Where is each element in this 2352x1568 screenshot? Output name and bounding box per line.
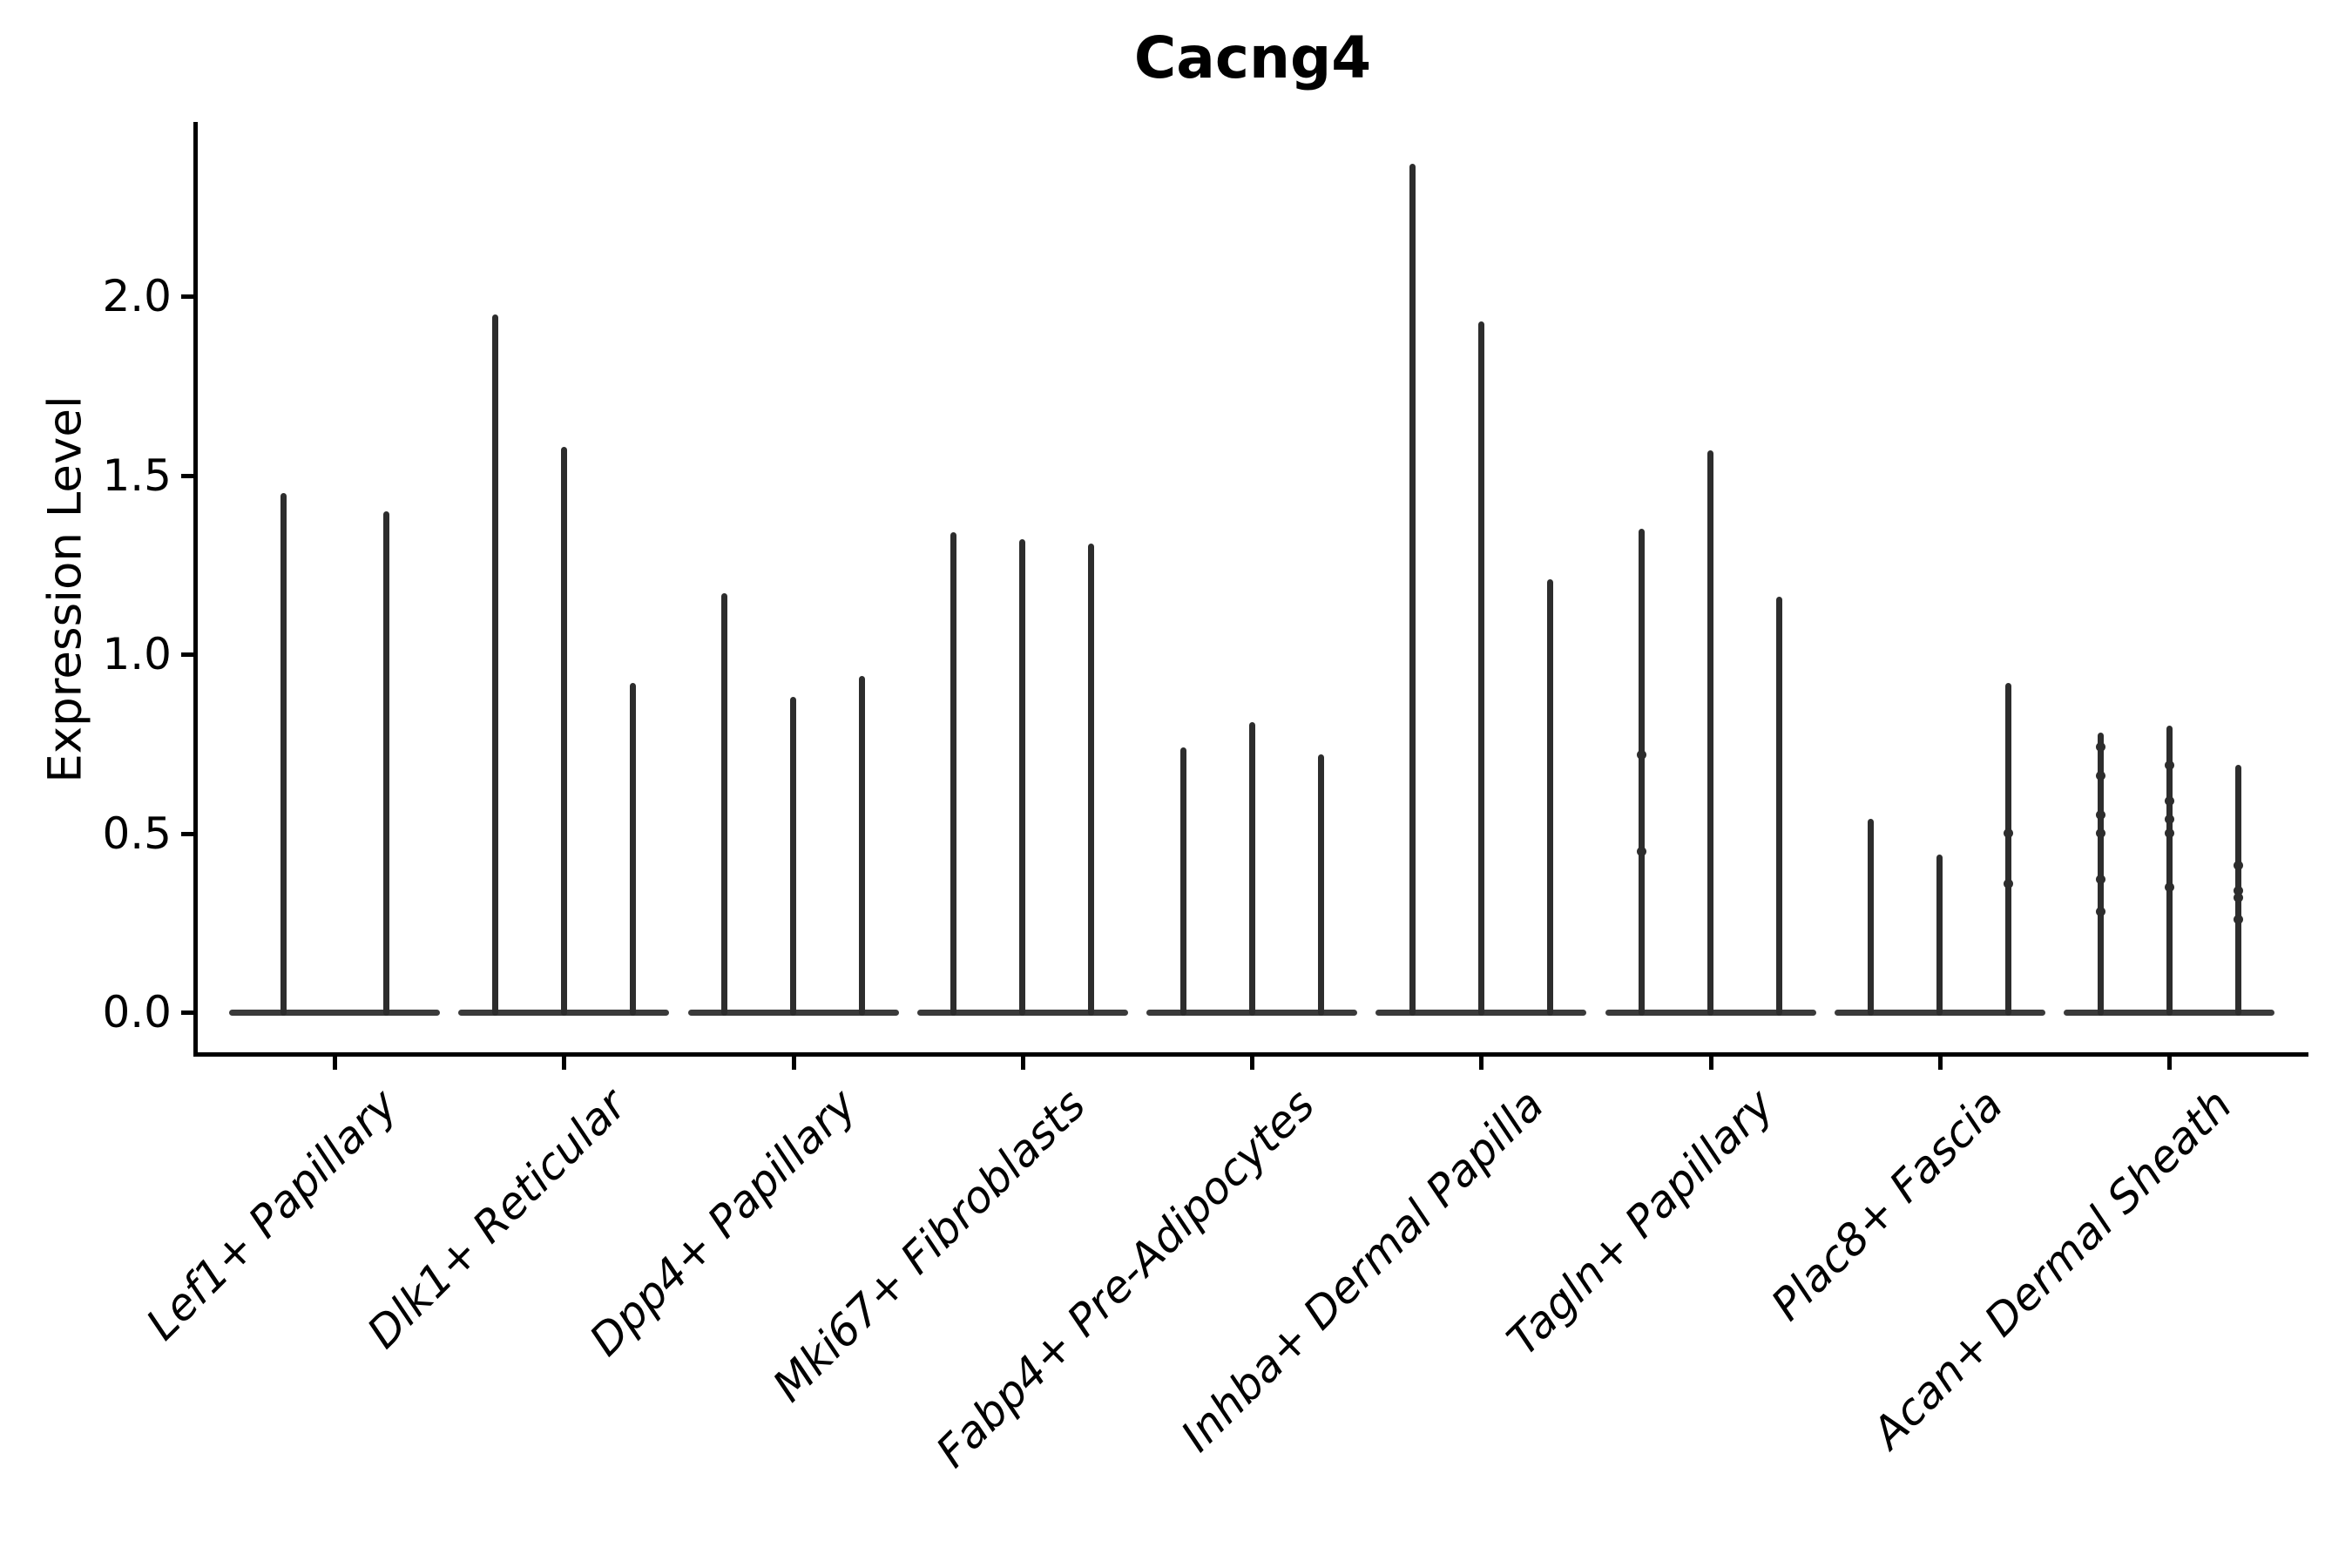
expression-point [2233, 892, 2243, 902]
violin-spike [1088, 543, 1095, 1016]
x-tick-label: Inhba+ Dermal Papilla [1171, 1079, 1554, 1462]
expression-point [2095, 907, 2105, 917]
x-tick-mark [1020, 1054, 1025, 1070]
expression-point [2233, 914, 2243, 924]
violin-spike [790, 697, 796, 1016]
violin-spike [1546, 578, 1553, 1016]
violin-spike [1477, 321, 1484, 1016]
violin-spike [2166, 726, 2173, 1016]
violin-spike [2097, 733, 2104, 1016]
violin-spike [280, 493, 287, 1016]
y-tick-label: 1.5 [102, 449, 172, 501]
expression-point [1637, 846, 1646, 856]
violin-baseline [229, 1009, 440, 1016]
expression-point [2095, 828, 2105, 838]
violin-spike [1019, 539, 1026, 1016]
violin-spike [382, 510, 389, 1016]
x-tick-mark [1250, 1054, 1254, 1070]
expression-point [2233, 885, 2243, 896]
x-tick-label: Dlk1+ Reticular [357, 1079, 637, 1358]
x-tick-label: Mki67+ Fibroblasts [762, 1079, 1095, 1412]
x-tick-label: Fabp4+ Pre-Adipocytes [926, 1079, 1325, 1477]
violin-spike [1179, 747, 1186, 1016]
x-tick-label: Acan+ Dermal Sheath [1862, 1079, 2242, 1458]
expression-point [2095, 810, 2105, 821]
expression-point [2095, 742, 2105, 753]
x-tick-label: Tagln+ Papillary [1497, 1079, 1783, 1366]
y-tick-mark [181, 1010, 197, 1015]
y-axis-spine [193, 122, 198, 1057]
expression-point [2164, 828, 2174, 838]
y-axis-label: Expression Level [38, 395, 92, 783]
expression-point [1637, 749, 1646, 760]
x-tick-mark [1708, 1054, 1713, 1070]
x-tick-mark [562, 1054, 567, 1070]
expression-point [2095, 771, 2105, 781]
violin-spike [1868, 819, 1875, 1016]
violin-spike [1317, 754, 1324, 1016]
violin-spike [2005, 682, 2012, 1016]
violin-spike [1409, 163, 1416, 1016]
violin-spike [560, 446, 567, 1016]
chart-title: Cacng4 [1133, 24, 1372, 91]
violin-spike [859, 675, 865, 1016]
x-tick-mark [333, 1054, 337, 1070]
expression-point [2164, 814, 2174, 824]
violin-spike [1639, 529, 1645, 1016]
expression-point [2004, 828, 2014, 838]
expression-point [2233, 860, 2243, 870]
violin-spike [1707, 449, 1713, 1016]
y-tick-label: 0.5 [102, 808, 172, 859]
expression-point [2004, 878, 2014, 889]
x-tick-label: Dpp4+ Papillary [579, 1079, 866, 1366]
y-tick-mark [181, 831, 197, 836]
expression-point [2164, 882, 2174, 892]
violin-spike [1936, 855, 1943, 1016]
x-tick-mark [2167, 1054, 2172, 1070]
violin-spike [721, 593, 727, 1016]
x-tick-label: Plac8+ Fascia [1761, 1079, 2012, 1331]
y-tick-label: 2.0 [102, 271, 172, 321]
x-tick-mark [1479, 1054, 1484, 1070]
x-tick-mark [1937, 1054, 1943, 1070]
y-tick-label: 0.0 [102, 987, 172, 1037]
violin-spike [1248, 722, 1255, 1016]
expression-point [2164, 796, 2174, 806]
y-tick-mark [181, 473, 197, 478]
expression-point [2164, 760, 2174, 770]
y-tick-label: 1.0 [102, 629, 172, 679]
expression-point [2095, 875, 2105, 885]
violin-spike [1776, 597, 1782, 1016]
y-tick-mark [181, 294, 197, 299]
x-tick-label: Lef1+ Papillary [136, 1079, 408, 1350]
x-tick-mark [791, 1054, 796, 1070]
violin-spike [629, 682, 636, 1016]
violin-spike [491, 314, 498, 1016]
y-tick-mark [181, 652, 197, 657]
violin-spike [950, 532, 957, 1016]
